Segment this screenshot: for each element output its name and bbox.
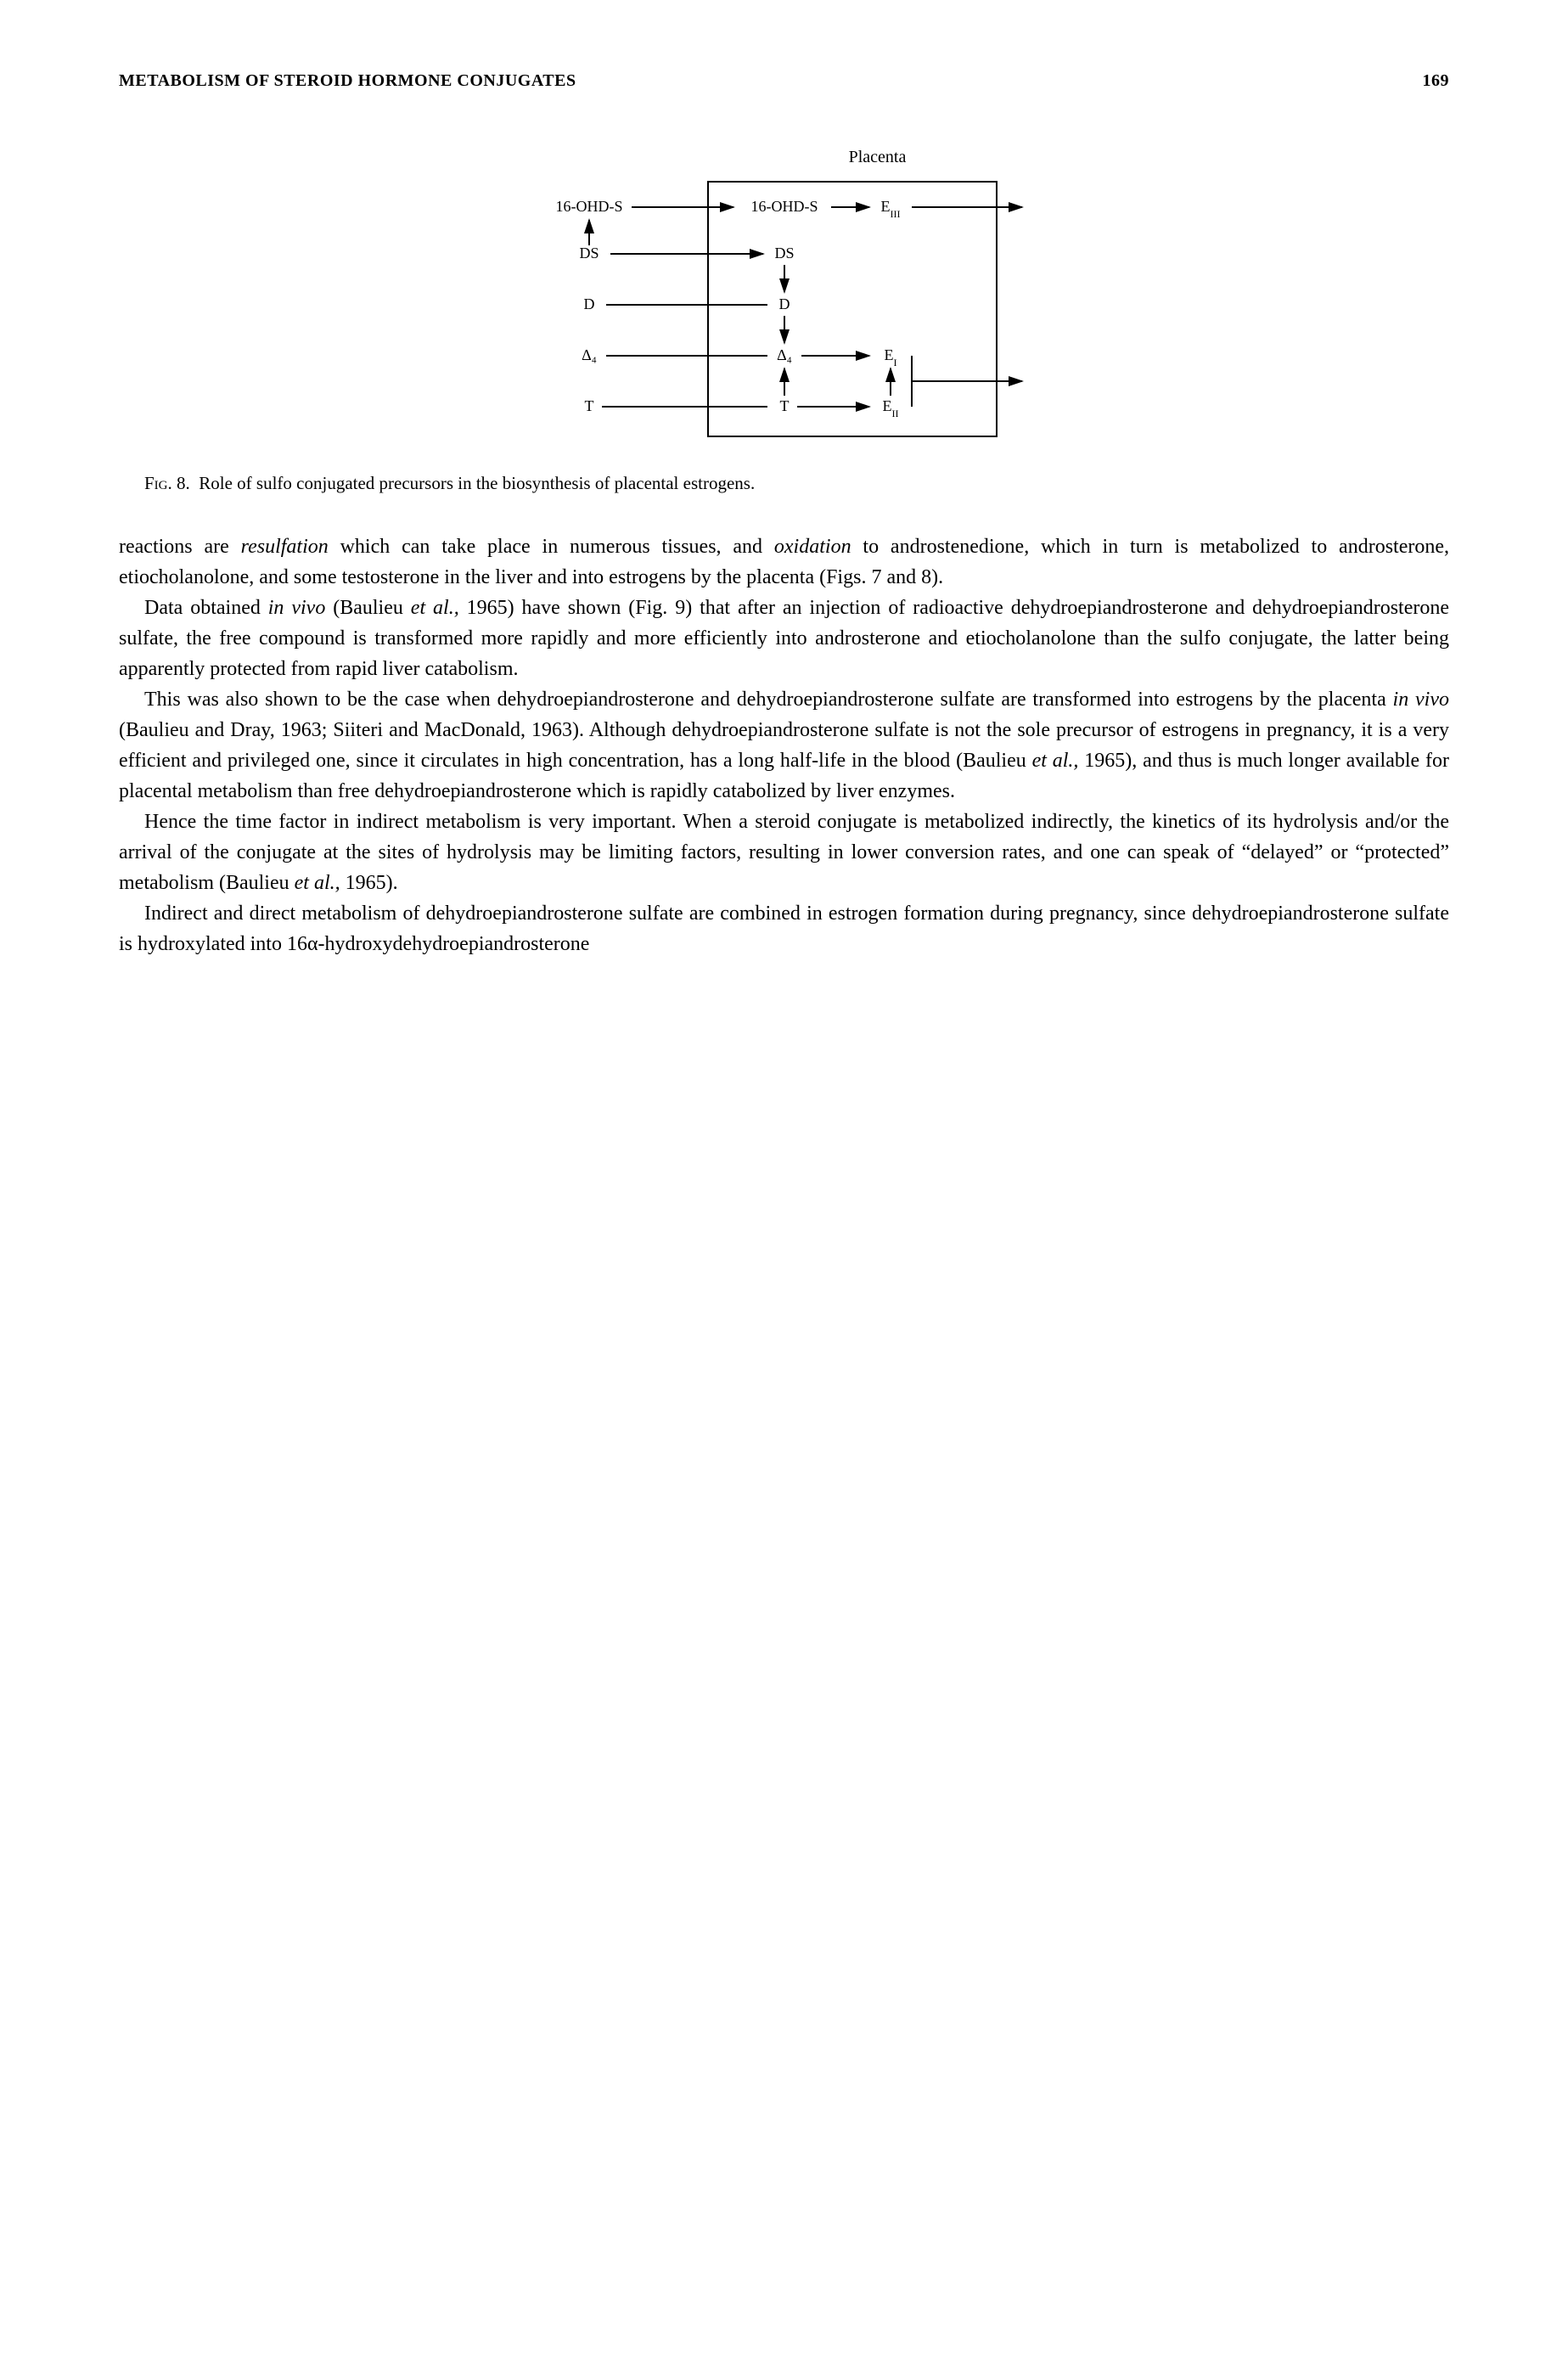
paragraph-4: Hence the time factor in indirect metabo… [119,807,1449,898]
paragraph-1: reactions are resulfation which can take… [119,531,1449,593]
label-e1: EI [884,346,896,368]
label-a4-in: Δ₄ [777,346,792,363]
diagram-title: Placenta [717,144,1039,170]
label-e2: EII [882,397,898,419]
diagram-svg: 16-OHD-S DS D Δ₄ T 16-OHD-S DS D Δ₄ T EI… [530,173,1039,445]
label-t-left: T [584,397,593,414]
figure-caption-text: Role of sulfo conjugated precursors in t… [199,473,755,493]
header-title: METABOLISM OF STEROID HORMONE CONJUGATES [119,68,576,93]
label-16ohds-left: 16-OHD-S [555,198,622,215]
label-d-in: D [778,295,790,312]
figure-caption: Fig. 8. Role of sulfo conjugated precurs… [119,470,1449,498]
label-t-in: T [779,397,789,414]
label-ds-left: DS [579,245,599,261]
paragraph-5: Indirect and direct metabolism of dehydr… [119,898,1449,959]
label-d-left: D [583,295,594,312]
label-a4-left: Δ₄ [582,346,597,363]
body-text: reactions are resulfation which can take… [119,531,1449,959]
running-header: METABOLISM OF STEROID HORMONE CONJUGATES… [119,68,1449,93]
paragraph-2: Data obtained in vivo (Baulieu et al., 1… [119,593,1449,684]
figure-label: Fig. 8. [144,473,190,493]
figure-8: Placenta 16-OHD-S DS D Δ₄ T 16-OHD-S DS … [530,144,1039,445]
placenta-box [708,182,997,436]
label-ds-in: DS [774,245,794,261]
page-number: 169 [1423,68,1450,93]
label-e3: EIII [880,198,900,220]
paragraph-3: This was also shown to be the case when … [119,684,1449,807]
label-16ohds-in: 16-OHD-S [750,198,818,215]
